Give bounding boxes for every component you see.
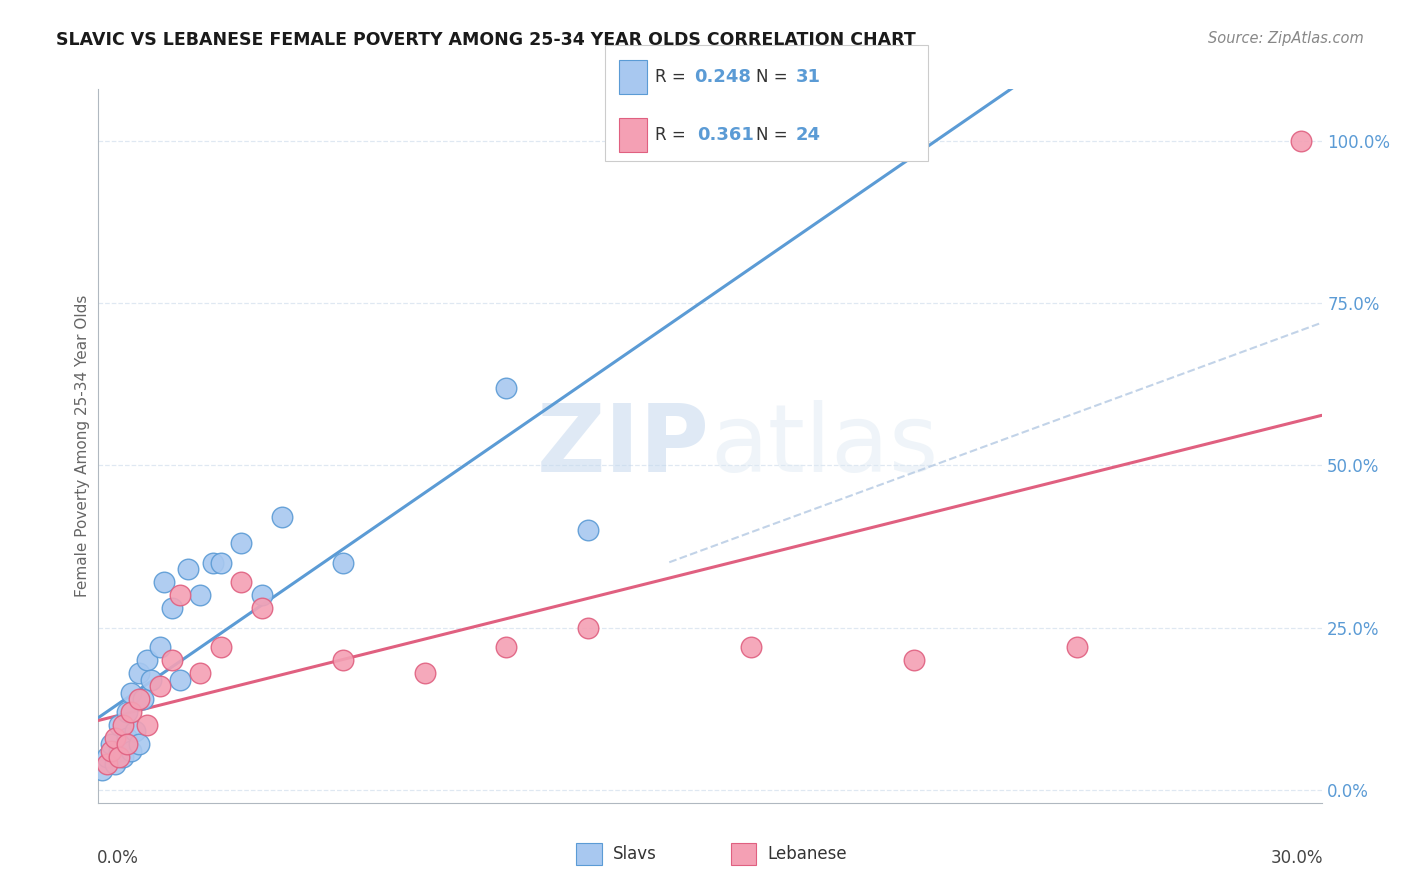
Point: [188, 666, 212, 681]
Point: [96, 756, 118, 771]
Text: ZIP: ZIP: [537, 400, 710, 492]
Point: [231, 536, 253, 550]
Point: [160, 601, 183, 615]
Point: [136, 653, 159, 667]
Point: [332, 556, 354, 570]
Point: [270, 510, 294, 524]
Point: [188, 588, 212, 602]
Point: [141, 673, 163, 687]
Text: 0.361: 0.361: [697, 126, 754, 144]
Text: Slavs: Slavs: [613, 845, 657, 863]
Text: Source: ZipAtlas.com: Source: ZipAtlas.com: [1208, 31, 1364, 46]
Point: [149, 640, 172, 654]
Point: [413, 666, 436, 681]
Point: [124, 724, 146, 739]
Point: [128, 666, 150, 681]
Text: 31: 31: [796, 68, 821, 86]
Point: [136, 718, 159, 732]
Point: [108, 718, 131, 732]
Point: [250, 601, 273, 615]
Point: [495, 640, 517, 654]
Point: [120, 744, 142, 758]
Point: [169, 673, 191, 687]
Point: [100, 744, 122, 758]
Point: [100, 738, 122, 752]
Point: [108, 750, 131, 764]
Point: [104, 731, 127, 745]
Text: N =: N =: [756, 68, 793, 86]
Text: 30.0%: 30.0%: [1271, 849, 1323, 867]
Text: SLAVIC VS LEBANESE FEMALE POVERTY AMONG 25-34 YEAR OLDS CORRELATION CHART: SLAVIC VS LEBANESE FEMALE POVERTY AMONG …: [56, 31, 915, 49]
Point: [160, 653, 183, 667]
Text: Lebanese: Lebanese: [768, 845, 848, 863]
Point: [1066, 640, 1088, 654]
Point: [495, 381, 517, 395]
Point: [201, 556, 224, 570]
Point: [169, 588, 191, 602]
Point: [128, 692, 150, 706]
Point: [740, 640, 762, 654]
Point: [120, 685, 142, 699]
Point: [576, 524, 599, 538]
Point: [903, 653, 925, 667]
Point: [132, 692, 155, 706]
Point: [115, 738, 138, 752]
Point: [115, 705, 138, 719]
Point: [209, 640, 232, 654]
Point: [576, 621, 599, 635]
Point: [96, 750, 118, 764]
Point: [1291, 134, 1313, 148]
Text: 0.248: 0.248: [695, 68, 752, 86]
Point: [209, 556, 232, 570]
Text: R =: R =: [655, 68, 692, 86]
Point: [250, 588, 273, 602]
Point: [120, 705, 142, 719]
Point: [332, 653, 354, 667]
Y-axis label: Female Poverty Among 25-34 Year Olds: Female Poverty Among 25-34 Year Olds: [75, 295, 90, 597]
Text: R =: R =: [655, 126, 696, 144]
Point: [104, 756, 127, 771]
Point: [177, 562, 200, 576]
Point: [149, 679, 172, 693]
Text: atlas: atlas: [710, 400, 938, 492]
Point: [128, 738, 150, 752]
Text: 0.0%: 0.0%: [97, 849, 139, 867]
Point: [231, 575, 253, 590]
Point: [152, 575, 174, 590]
Point: [115, 731, 138, 745]
Text: 24: 24: [796, 126, 821, 144]
Point: [111, 718, 134, 732]
Point: [91, 764, 114, 778]
Point: [108, 744, 131, 758]
Point: [111, 750, 134, 764]
Text: N =: N =: [756, 126, 793, 144]
